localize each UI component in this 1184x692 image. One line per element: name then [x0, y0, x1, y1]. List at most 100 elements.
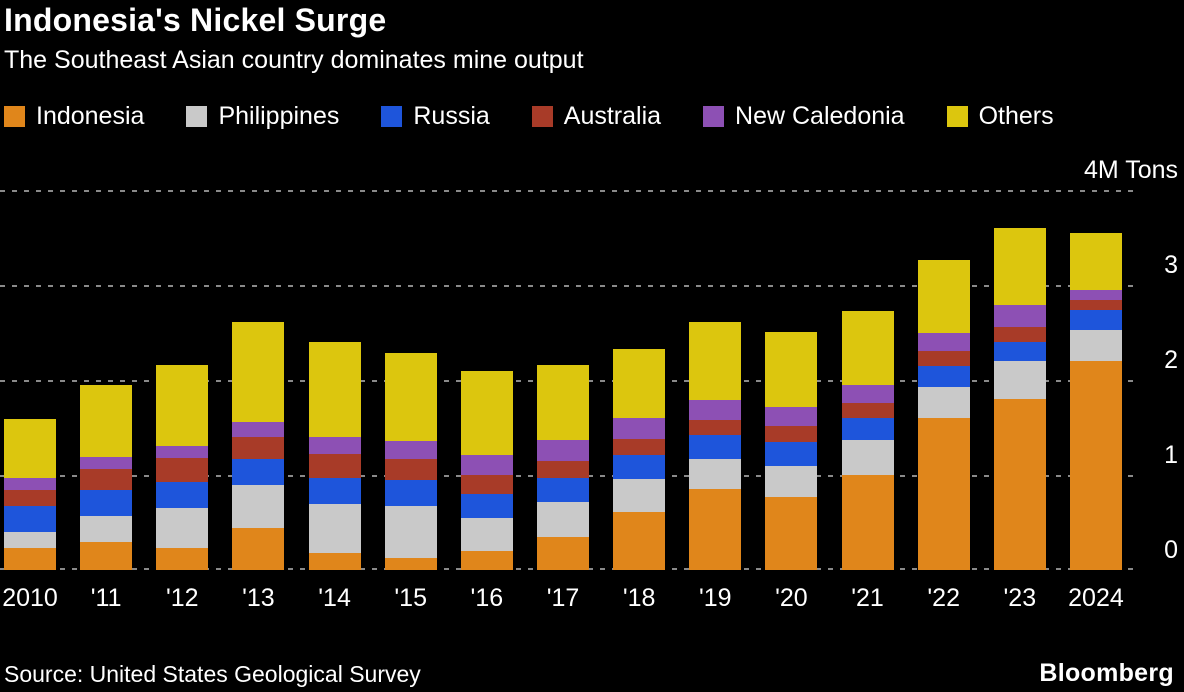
- source-attribution: Source: United States Geological Survey: [4, 661, 421, 687]
- bar-15: [384, 353, 437, 570]
- bar-13: [232, 322, 285, 570]
- bar-segment-others: [536, 365, 589, 440]
- bar-segment-philippines: [384, 506, 437, 558]
- bar-segment-australia: [993, 327, 1046, 342]
- bar-segment-others: [232, 322, 285, 422]
- legend-label: Australia: [563, 102, 662, 130]
- legend-item-new-caledonia: New Caledonia: [703, 102, 905, 131]
- bar-segment-australia: [4, 490, 56, 506]
- bar-segment-new-caledonia: [765, 407, 818, 426]
- bar-segment-australia: [308, 454, 361, 478]
- bar-segment-others: [308, 342, 361, 437]
- bar-segment-australia: [689, 420, 742, 435]
- x-axis-label-13: '13: [242, 584, 275, 612]
- bar-segment-others: [80, 385, 133, 457]
- bar-segment-russia: [765, 442, 818, 466]
- bar-2024: [1069, 233, 1122, 570]
- y-axis-label-4: 4M Tons: [1083, 156, 1178, 184]
- bar-segment-indonesia: [80, 542, 133, 570]
- bar-segment-australia: [1069, 300, 1122, 310]
- bar-segment-new-caledonia: [613, 418, 666, 439]
- bar-segment-indonesia: [765, 497, 818, 570]
- bar-segment-russia: [1069, 310, 1122, 330]
- bar-12: [156, 365, 209, 570]
- bar-segment-new-caledonia: [1069, 290, 1122, 300]
- bar-segment-others: [4, 419, 56, 478]
- legend-swatch-new-caledonia: [703, 106, 725, 127]
- y-axis-label-3: 3: [1164, 251, 1178, 279]
- bar-segment-australia: [917, 351, 970, 366]
- bar-segment-philippines: [1069, 330, 1122, 361]
- legend-swatch-indonesia: [4, 106, 25, 127]
- legend-swatch-philippines: [186, 106, 208, 127]
- bar-segment-australia: [841, 403, 894, 418]
- chart-area: [0, 190, 1140, 570]
- bar-segment-indonesia: [689, 489, 742, 570]
- y-axis-label-2: 2: [1164, 346, 1178, 374]
- bar-segment-others: [384, 353, 437, 441]
- x-axis-label-11: '11: [90, 584, 122, 612]
- bar-segment-others: [765, 332, 818, 407]
- x-axis-label-16: '16: [470, 584, 504, 612]
- legend-item-russia: Russia: [381, 102, 490, 131]
- bar-segment-philippines: [993, 361, 1046, 399]
- bar-segment-philippines: [308, 504, 361, 553]
- legend-item-others: Others: [946, 102, 1054, 131]
- bar-segment-russia: [613, 455, 666, 479]
- bar-17: [536, 365, 589, 570]
- bar-22: [917, 260, 970, 570]
- y-axis-label-0: 0: [1164, 536, 1178, 564]
- bar-segment-philippines: [460, 518, 513, 551]
- bar-21: [841, 311, 894, 570]
- bar-segment-new-caledonia: [993, 305, 1046, 327]
- bar-segment-australia: [765, 426, 818, 442]
- legend-swatch-others: [946, 106, 968, 127]
- x-axis-label-2010: 2010: [2, 584, 58, 612]
- legend-item-australia: Australia: [531, 102, 662, 131]
- bar-19: [689, 322, 742, 570]
- bar-segment-philippines: [232, 485, 285, 528]
- bar-segment-russia: [308, 478, 361, 504]
- bar-segment-philippines: [917, 387, 970, 418]
- gridline-4: [0, 190, 1140, 192]
- bar-segment-philippines: [80, 516, 133, 542]
- bar-20: [765, 332, 818, 570]
- bar-segment-others: [841, 311, 894, 385]
- legend-label: New Caledonia: [735, 102, 905, 130]
- bar-23: [993, 228, 1046, 570]
- legend-label: Russia: [413, 102, 490, 130]
- bar-segment-philippines: [4, 532, 56, 548]
- bar-segment-philippines: [841, 440, 894, 475]
- bar-segment-australia: [384, 459, 437, 480]
- x-axis-label-19: '19: [698, 584, 732, 612]
- bar-segment-indonesia: [536, 537, 589, 570]
- bar-segment-philippines: [613, 479, 666, 512]
- bar-segment-russia: [536, 478, 589, 502]
- bar-segment-russia: [156, 482, 209, 508]
- bar-segment-indonesia: [4, 548, 56, 570]
- x-axis-label-20: '20: [775, 584, 808, 612]
- bar-segment-others: [460, 371, 513, 455]
- bar-segment-australia: [613, 439, 666, 455]
- bar-segment-indonesia: [613, 512, 666, 570]
- bar-segment-russia: [384, 480, 437, 506]
- bar-segment-others: [993, 228, 1046, 305]
- bar-2010: [4, 419, 56, 570]
- legend-item-indonesia: Indonesia: [4, 102, 144, 131]
- bar-segment-russia: [80, 490, 133, 516]
- x-axis-label-21: '21: [851, 584, 884, 612]
- bloomberg-logo: Bloomberg: [1039, 659, 1174, 687]
- gridline-3: [0, 285, 1140, 287]
- bar-11: [80, 385, 133, 570]
- chart-subtitle: The Southeast Asian country dominates mi…: [4, 46, 584, 74]
- bar-segment-new-caledonia: [308, 437, 361, 454]
- x-axis-label-22: '22: [927, 584, 960, 612]
- x-axis-label-14: '14: [318, 584, 351, 612]
- bar-18: [613, 349, 666, 570]
- bar-segment-russia: [4, 506, 56, 532]
- bar-segment-new-caledonia: [460, 455, 513, 475]
- bar-segment-others: [613, 349, 666, 418]
- bar-segment-new-caledonia: [80, 457, 133, 469]
- bar-segment-philippines: [536, 502, 589, 537]
- bar-segment-indonesia: [1069, 361, 1122, 570]
